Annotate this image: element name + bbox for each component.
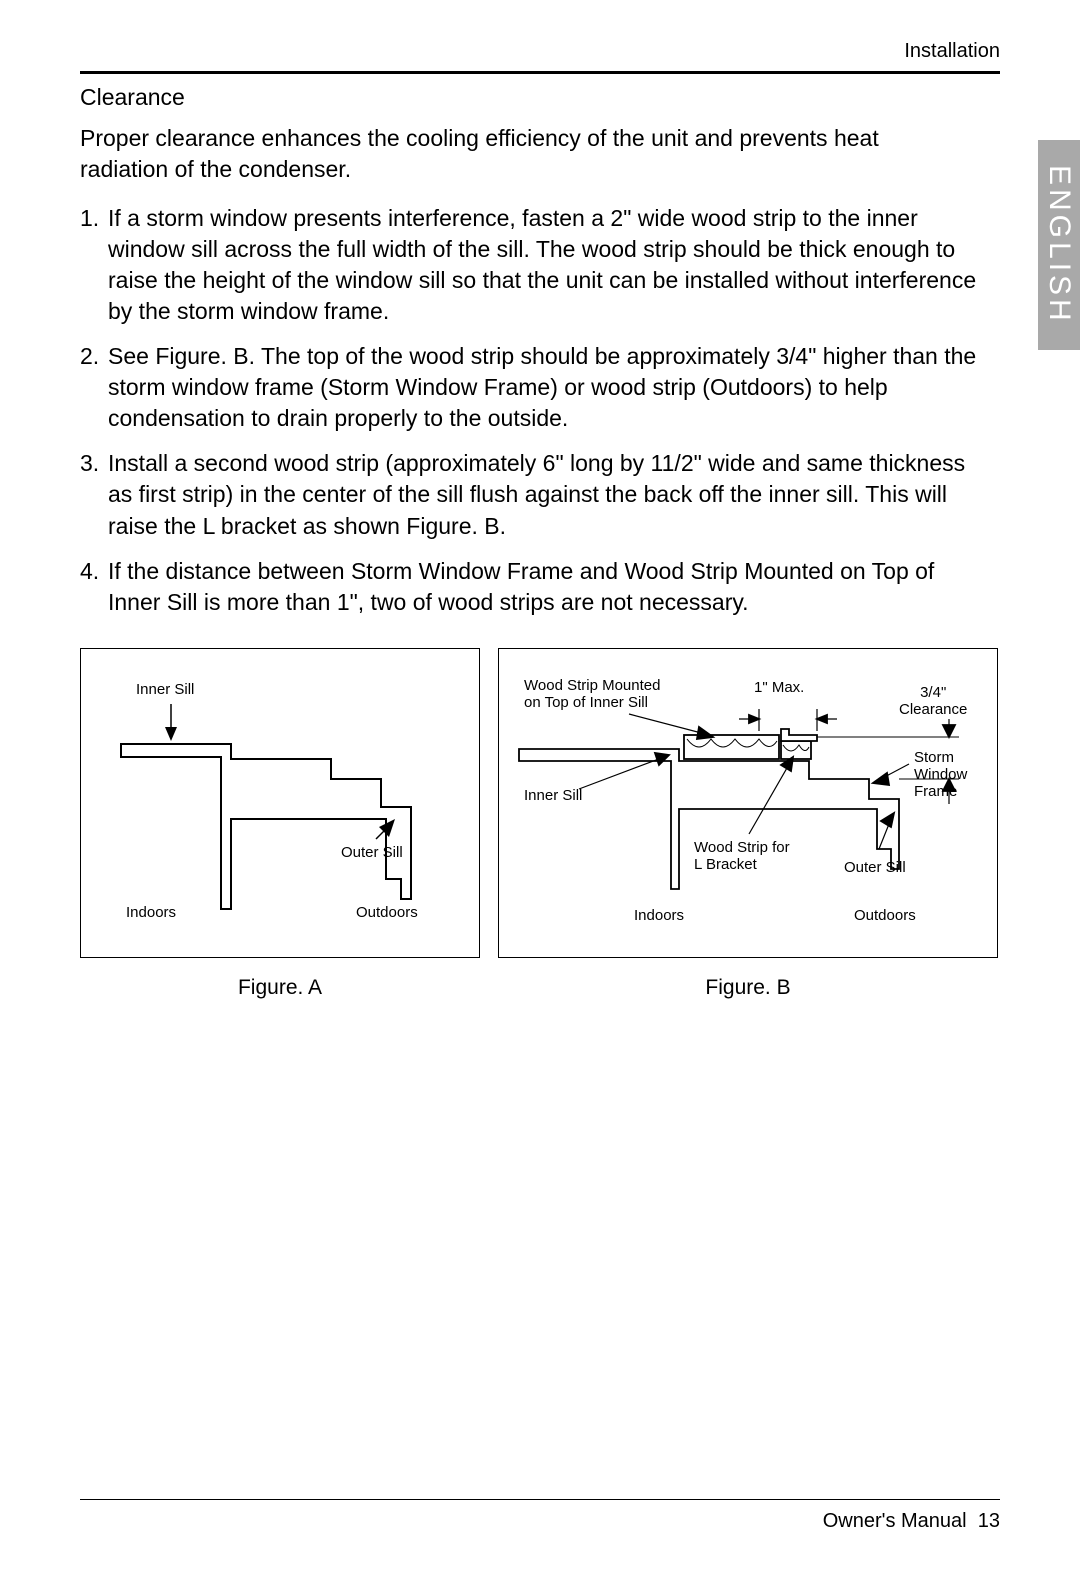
figure-b-wrap: Wood Strip Mounted on Top of Inner Sill …	[498, 648, 998, 1000]
label-outer-sill-b: Outer Sill	[844, 859, 906, 876]
language-tab: ENGLISH	[1038, 140, 1080, 350]
label-wood-strip-mounted: Wood Strip Mounted on Top of Inner Sill	[524, 677, 674, 712]
label-wood-strip-l: Wood Strip for L Bracket	[694, 839, 790, 874]
intro-paragraph: Proper clearance enhances the cooling ef…	[80, 123, 960, 185]
label-indoors: Indoors	[126, 904, 176, 921]
figure-b-caption: Figure. B	[498, 976, 998, 1000]
step-item: 2.See Figure. B. The top of the wood str…	[80, 341, 980, 434]
figure-a: Inner Sill Outer Sill Indoors Outdoors	[80, 648, 480, 958]
label-storm-frame: Storm Window Frame	[914, 749, 967, 801]
footer-label: Owner's Manual	[823, 1510, 967, 1532]
step-item: 1.If a storm window presents interferenc…	[80, 203, 980, 327]
step-item: 3.Install a second wood strip (approxima…	[80, 448, 980, 541]
label-outdoors-b: Outdoors	[854, 907, 916, 924]
page-content: Installation Clearance Proper clearance …	[80, 40, 1000, 1000]
label-inner-sill-b: Inner Sill	[524, 787, 582, 804]
header-rule	[80, 71, 1000, 74]
footer-page: 13	[978, 1510, 1000, 1532]
steps-list: 1.If a storm window presents interferenc…	[80, 203, 980, 618]
label-outdoors: Outdoors	[356, 904, 418, 921]
figures-row: Inner Sill Outer Sill Indoors Outdoors F…	[80, 648, 1000, 1000]
label-one-max: 1" Max.	[754, 679, 804, 696]
figure-b: Wood Strip Mounted on Top of Inner Sill …	[498, 648, 998, 958]
subheading: Clearance	[80, 84, 1000, 111]
label-clearance: 3/4" Clearance	[899, 684, 967, 719]
figure-a-caption: Figure. A	[80, 976, 480, 1000]
page-footer: Owner's Manual 13	[80, 1499, 1000, 1533]
label-outer-sill: Outer Sill	[341, 844, 403, 861]
label-inner-sill: Inner Sill	[136, 681, 194, 698]
label-indoors-b: Indoors	[634, 907, 684, 924]
figure-a-wrap: Inner Sill Outer Sill Indoors Outdoors F…	[80, 648, 480, 1000]
footer-rule	[80, 1499, 1000, 1500]
step-item: 4.If the distance between Storm Window F…	[80, 556, 980, 618]
section-header: Installation	[904, 40, 1000, 63]
